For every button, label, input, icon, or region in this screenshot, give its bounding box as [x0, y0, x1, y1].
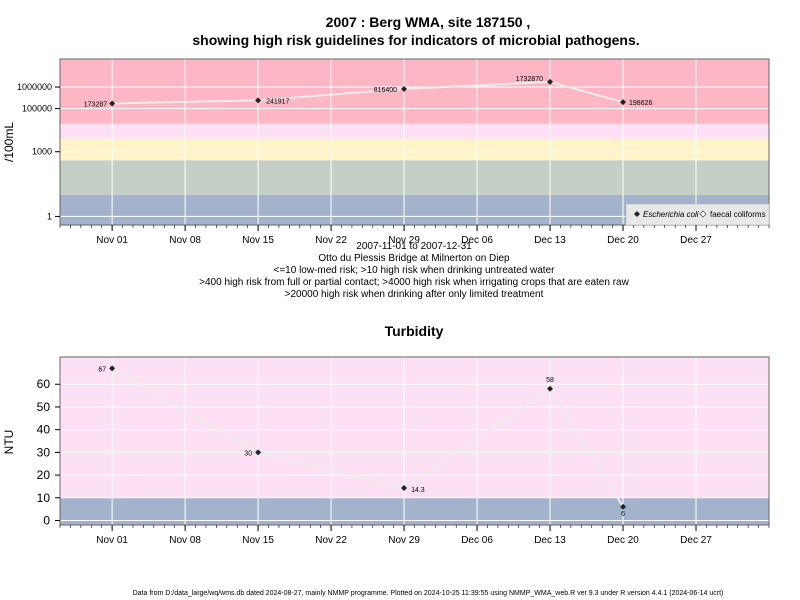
chart1-xtick-label-4: Nov 29: [388, 235, 420, 246]
legend-box: [625, 203, 770, 226]
chart2-xtick-label-2: Nov 15: [242, 535, 274, 546]
chart1-plot-area: 173287 241917 816400 1732870 198626 Escheric…: [59, 58, 770, 226]
chart2-xtick-label-0: Nov 01: [96, 535, 128, 546]
chart1-xtick-label-1: Nov 08: [169, 235, 201, 246]
chart1-ytick-label-2: 100000: [22, 104, 52, 114]
turbidity-point: [109, 365, 116, 372]
turbidity-point: [255, 449, 262, 456]
turbidity-point: [401, 484, 408, 491]
note-site-name: Otto du Plessis Bridge at Milnerton on D…: [318, 253, 510, 264]
chart2-xtick-label-8: Dec 27: [680, 535, 712, 546]
chart1-y-label: /100mL: [2, 122, 16, 162]
chart2-ytick-label-3: 30: [37, 445, 51, 459]
chart2-xtick-label-5: Dec 06: [461, 535, 493, 546]
turbidity-data-label: 58: [546, 377, 554, 384]
legend-entry-ecoli: Escherichia coli: [643, 210, 699, 219]
note-risk-low: <=10 low-med risk; >10 high risk when dr…: [274, 265, 556, 276]
turbidity-data-label: 14.3: [411, 487, 425, 494]
turbidity-data-label: 30: [244, 450, 252, 457]
note-date-range: 2007-11-01 to 2007-12-31: [356, 241, 472, 252]
turbidity-data-label: 6: [621, 511, 625, 518]
chart2-x-axis: Nov 01 Nov 08 Nov 15 Nov 22 Nov 29 Dec 06 Dec …: [59, 525, 770, 546]
faecal-coliforms-point: [255, 97, 262, 104]
faecal-coliforms-point: [547, 78, 554, 85]
chart1-xtick-label-0: Nov 01: [96, 235, 128, 246]
chart2-points: 67 30 14.3 58 6: [98, 365, 627, 518]
chart1-band-1: [60, 160, 769, 195]
chart2-ytick-label-1: 10: [37, 491, 51, 505]
legend-open-diamond-icon: [699, 210, 707, 218]
chart1-xtick-label-8: Dec 27: [680, 235, 712, 246]
faecal-coliforms-data-label: 241917: [266, 98, 289, 105]
chart2-xtick-label-7: Dec 20: [607, 535, 639, 546]
chart2-y-axis: 0 10 20 30 40 50 60: [37, 377, 60, 527]
legend-filled-diamond-icon: [634, 211, 640, 217]
faecal-coliforms-data-label: 198626: [629, 100, 652, 107]
chart2-ytick-label-5: 50: [37, 400, 51, 414]
legend-entry-faecal: faecal coliforms: [710, 210, 766, 219]
chart1-xtick-label-7: Dec 20: [607, 235, 639, 246]
chart1-subtitle: showing high risk guidelines for indicat…: [192, 32, 639, 48]
chart2-xtick-label-1: Nov 08: [169, 535, 201, 546]
chart1-xtick-label-6: Dec 13: [534, 235, 566, 246]
chart2-title: Turbidity: [385, 323, 444, 339]
chart1-title: 2007 : Berg WMA, site 187150 ,: [326, 14, 531, 30]
chart1-ytick-label-1: 1000: [32, 147, 52, 157]
note-risk-treatment: >20000 high risk when drinking after onl…: [285, 289, 544, 300]
chart2-grid: [60, 357, 769, 525]
faecal-coliforms-data-label: 816400: [374, 87, 397, 94]
faecal-coliforms-point: [620, 99, 627, 106]
chart1-band-4: [60, 59, 769, 124]
chart1-band-3: [60, 123, 769, 139]
chart1-x-axis: Nov 01 Nov 08 Nov 15 Nov 22 Nov 29 Dec 06 Dec …: [59, 225, 770, 246]
chart1-xtick-label-2: Nov 15: [242, 235, 274, 246]
faecal-coliforms-point: [109, 100, 116, 107]
chart1-xtick-label-5: Dec 06: [461, 235, 493, 246]
chart1-band-2: [60, 138, 769, 161]
chart1-points: 173287 241917 816400 1732870 198626: [84, 76, 653, 109]
chart1-legend: Escherichia coli faecal coliforms: [625, 203, 770, 226]
footer-source-note: Data from D:/data_large/wq/wms.db dated …: [133, 590, 724, 597]
chart2-ytick-label-2: 20: [37, 468, 51, 482]
chart2-xtick-label-3: Nov 22: [315, 535, 347, 546]
chart2-bands: [60, 357, 769, 525]
chart2-band-1: [60, 357, 769, 498]
chart1-y-axis: 1 1000 100000 1000000: [17, 82, 60, 221]
chart2-ytick-label-0: 0: [43, 513, 50, 527]
turbidity-point: [547, 385, 554, 392]
faecal-coliforms-data-label: 1732870: [516, 76, 543, 83]
chart1-xtick-label-3: Nov 22: [315, 235, 347, 246]
note-risk-contact: >400 high risk from full or partial cont…: [199, 277, 629, 288]
chart2-ytick-label-6: 60: [37, 377, 51, 391]
chart2-plot-area: 67 30 14.3 58 6: [59, 356, 770, 526]
turbidity-point: [620, 503, 627, 510]
faecal-coliforms-point: [401, 85, 408, 92]
chart1-ytick-label-0: 1: [47, 211, 52, 221]
faecal-coliforms-data-label: 173287: [84, 101, 107, 108]
chart2-xtick-label-6: Dec 13: [534, 535, 566, 546]
chart2-xtick-label-4: Nov 29: [388, 535, 420, 546]
chart2-y-label: NTU: [2, 430, 16, 455]
chart2-ytick-label-4: 40: [37, 423, 51, 437]
turbidity-data-label: 67: [98, 366, 106, 373]
chart1-risk-bands: [60, 59, 769, 225]
chart1-ytick-label-3: 1000000: [17, 82, 52, 92]
